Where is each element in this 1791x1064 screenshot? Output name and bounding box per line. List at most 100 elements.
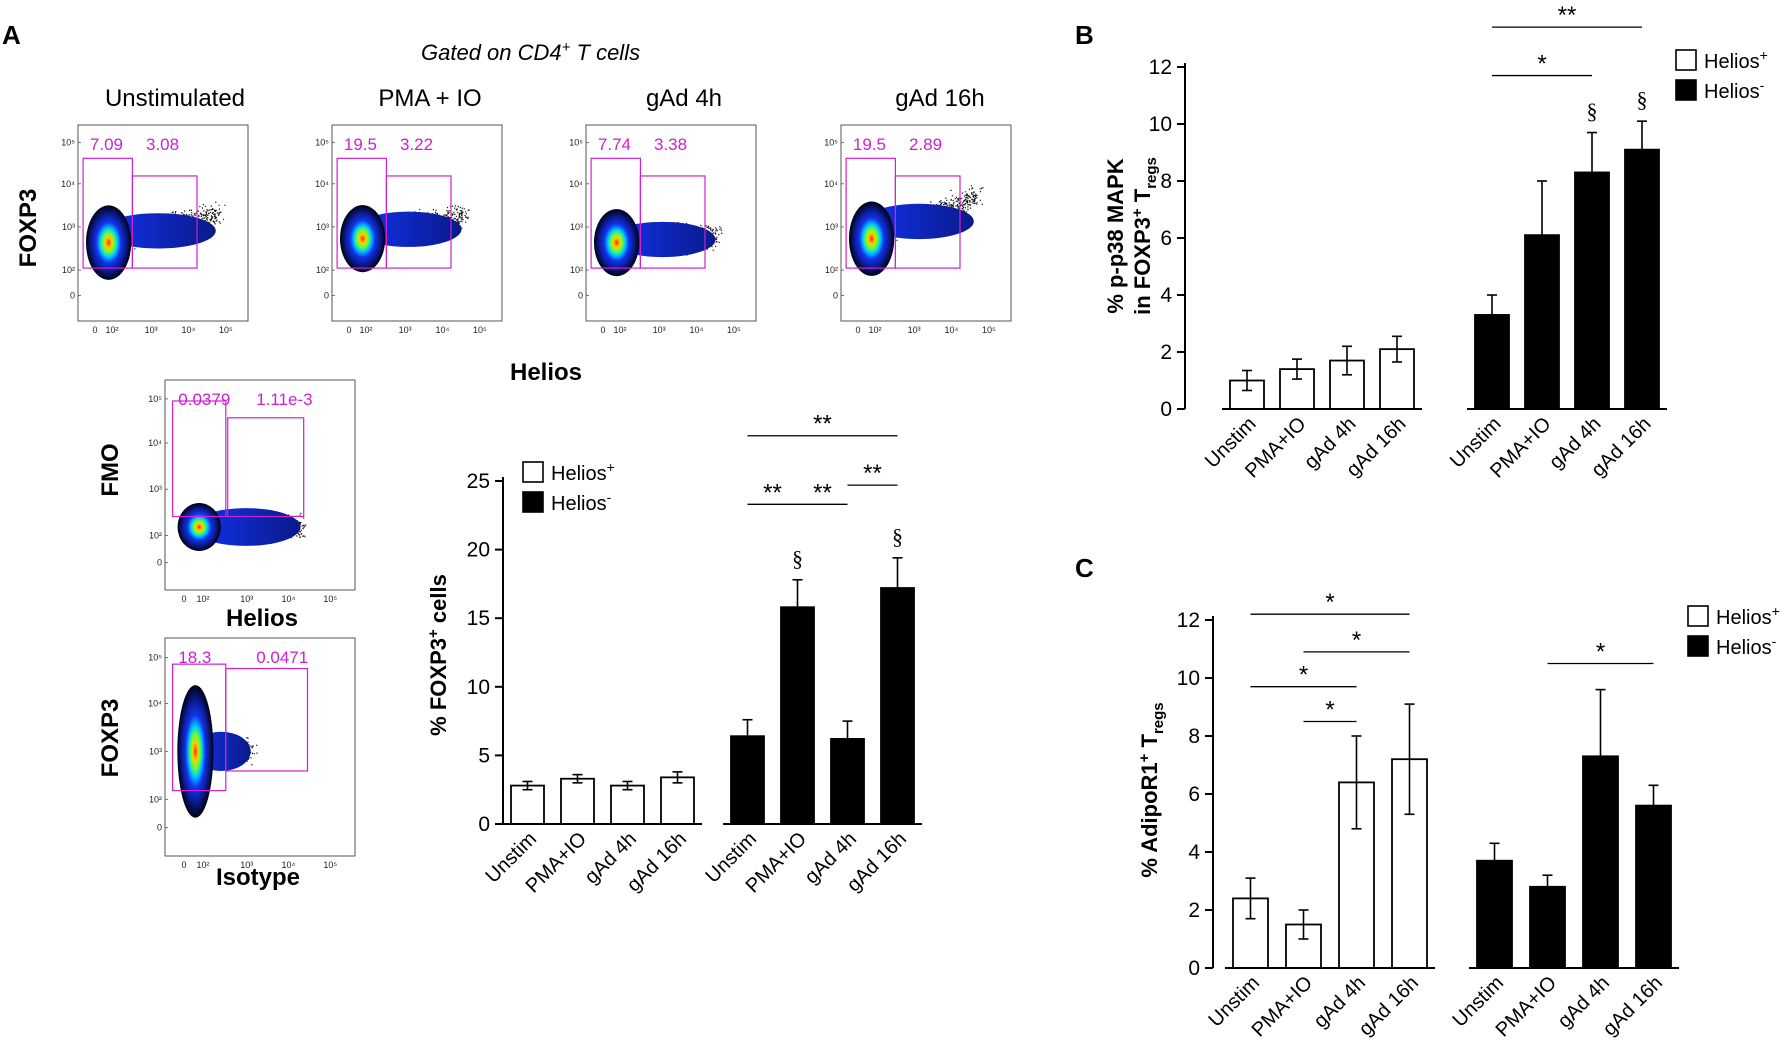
- flow-ytick: 10⁴: [148, 698, 162, 708]
- legend-label-helios-pos: Helios+: [1704, 47, 1768, 73]
- gate-value-left: 7.09: [90, 135, 123, 154]
- flow-xtick: 10⁴: [690, 325, 704, 335]
- gate-foxp3-helios-pos: [894, 175, 961, 269]
- significance-label: *: [1596, 639, 1605, 666]
- significance-label: *: [1325, 589, 1334, 616]
- flow-ytick: 0: [833, 291, 838, 301]
- flow-plots: 7.09 3.08 0 10² 10³ 10⁴ 10⁵ 0 10² 10³ 10⁴ 10⁵ 19.5 3.…: [61, 124, 1012, 870]
- chart-a-ylabel: % FOXP3+ cells: [425, 574, 451, 736]
- flow-ytick: 10²: [149, 794, 162, 804]
- flow-ytick: 10²: [570, 265, 583, 275]
- flow-xtick: 10²: [196, 594, 209, 604]
- flow-ytick: 10⁵: [824, 138, 838, 148]
- section-marker: §: [892, 524, 903, 549]
- gate-value-right: 3.22: [400, 135, 433, 154]
- section-marker: §: [792, 546, 803, 571]
- y-tick-label: 12: [1177, 609, 1200, 632]
- flow-plot-unstimulated: 7.09 3.08 0 10² 10³ 10⁴ 10⁵ 0 10² 10³ 10⁴ 10⁵: [61, 124, 249, 335]
- flow-xtick: 10⁴: [945, 325, 959, 335]
- bar-helios-neg-0: [730, 735, 765, 825]
- gate-value-left: 7.74: [598, 135, 631, 154]
- y-tick-label: 8: [1188, 725, 1200, 748]
- legend-swatch-helios-neg: [1675, 79, 1697, 101]
- flow-xtick: 10³: [653, 325, 666, 335]
- gate-value-left: 19.5: [853, 135, 886, 154]
- flow-ytick: 10³: [570, 222, 583, 232]
- y-tick-label: 10: [467, 676, 490, 699]
- gate-value-left: 0.0379: [178, 390, 230, 409]
- legend-swatch-helios-pos: [522, 461, 544, 483]
- gate-foxp3-helios-pos: [639, 175, 706, 269]
- flow-density-core: [177, 685, 214, 818]
- flow-xtick: 0: [181, 594, 186, 604]
- bar-helios-neg-0: [1476, 859, 1513, 969]
- y-tick-label: 0: [1188, 957, 1200, 980]
- legend-text: Helios: [551, 463, 607, 485]
- legend-swatch-helios-pos: [1675, 49, 1697, 71]
- y-tick-label: 12: [1149, 56, 1172, 79]
- legend-label-helios-pos: Helios+: [1716, 603, 1780, 629]
- flow-ytick: 10⁴: [569, 179, 583, 189]
- flow-xtick: 10⁵: [473, 325, 487, 335]
- flow-ytick: 10⁵: [148, 653, 162, 663]
- legend-swatch-helios-pos: [1687, 605, 1709, 627]
- flow-ytick: 10²: [62, 265, 75, 275]
- flow-xtick: 10³: [908, 325, 921, 335]
- y-tick-label: 2: [1188, 899, 1200, 922]
- legend-text: Helios: [1704, 81, 1760, 103]
- flow-ytick: 10²: [149, 530, 162, 540]
- flow-title-gad-16h: gAd 16h: [895, 85, 984, 112]
- flow-ytick: 0: [324, 291, 329, 301]
- flow-title-unstimulated: Unstimulated: [105, 85, 245, 112]
- flow-xtick: 10⁴: [182, 325, 196, 335]
- gate-foxp3-helios-pos: [227, 417, 305, 518]
- flow-xtick: 10³: [240, 594, 253, 604]
- bar-helios-neg-0: [1474, 314, 1510, 410]
- significance-label: *: [1352, 627, 1361, 654]
- flow-xtick: 10⁵: [982, 325, 996, 335]
- gate-foxp3-helios-pos: [385, 175, 452, 269]
- legend-sup: +: [1772, 603, 1780, 619]
- panel-letter-c: C: [1075, 553, 1094, 583]
- flow-plot-pma-io: 19.5 3.22 0 10² 10³ 10⁴ 10⁵ 0 10² 10³ 10⁴ 10⁵: [315, 124, 503, 335]
- flow-title-pma-io: PMA + IO: [378, 85, 481, 112]
- legend-sup: -: [1760, 77, 1765, 93]
- y-tick-label: 0: [478, 813, 490, 836]
- flow-ytick: 10²: [825, 265, 838, 275]
- y-tick-label: 10: [1177, 667, 1200, 690]
- flow-ytick: 0: [70, 291, 75, 301]
- flow-ytick: 10⁴: [315, 179, 329, 189]
- bar-helios-pos-0: [1229, 379, 1265, 410]
- gate-value-right: 0.0471: [256, 648, 308, 667]
- flow-density-core: [339, 205, 386, 273]
- significance-label: **: [863, 460, 882, 487]
- significance-label: **: [763, 479, 782, 506]
- flow-xtick: 0: [855, 325, 860, 335]
- section-marker: §: [1637, 87, 1648, 112]
- flow-density-core: [85, 205, 132, 280]
- flow-ytick: 0: [157, 558, 162, 568]
- flow-ytick: 10²: [316, 265, 329, 275]
- flow-xtick: 10⁵: [219, 325, 233, 335]
- significance-label: *: [1537, 51, 1546, 78]
- flow-plot-fmo: 0.0379 1.11e-3 0 10² 10³ 10⁴ 10⁵ 0 10² 10³ 10⁴ 10⁵: [148, 379, 356, 604]
- flow-title-gad-4h: gAd 4h: [646, 85, 722, 112]
- y-tick-label: 25: [467, 470, 490, 493]
- legend-swatch-helios-neg: [522, 491, 544, 513]
- flow-frame: [164, 379, 356, 591]
- legend-label-helios-neg: Helios-: [1716, 633, 1777, 659]
- significance-label: **: [813, 411, 832, 438]
- bar-helios-neg-1: [780, 606, 815, 825]
- gate-value-left: 19.5: [344, 135, 377, 154]
- flow-ytick: 10³: [316, 222, 329, 232]
- flow-ytick: 10⁵: [569, 138, 583, 148]
- section-marker: §: [1587, 99, 1598, 124]
- flow-ytick: 10⁴: [61, 179, 75, 189]
- flow-density-core: [177, 503, 221, 551]
- gate-value-right: 2.89: [909, 135, 942, 154]
- bar-helios-pos-0: [510, 784, 545, 825]
- bar-helios-neg-2: [1582, 755, 1619, 969]
- category-label: gAd 16h: [1599, 972, 1667, 1040]
- flow-ytick: 0: [157, 823, 162, 833]
